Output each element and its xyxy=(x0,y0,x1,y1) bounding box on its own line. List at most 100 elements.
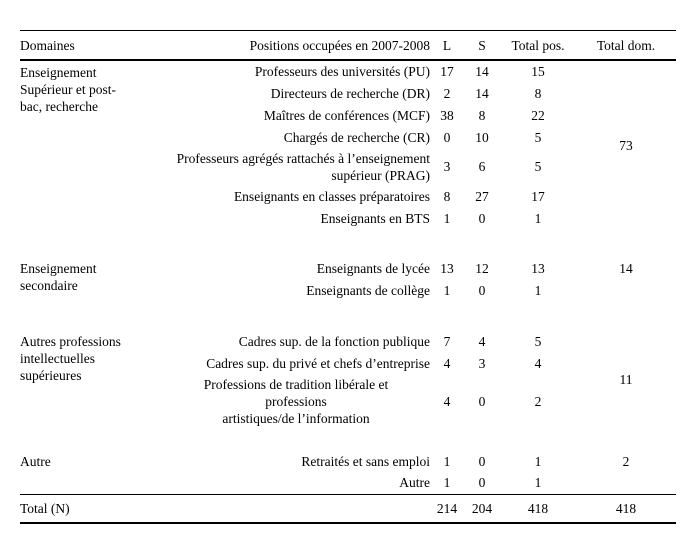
domain-cell: Autres professions intellectuelles supér… xyxy=(20,334,121,383)
position-cell: Cadres sup. du privé et chefs d’entrepri… xyxy=(206,355,430,371)
value-s: 0 xyxy=(478,475,486,491)
positions-table: Domaines Positions occupées en 2007-2008… xyxy=(20,30,676,524)
value-l: 17 xyxy=(440,64,454,79)
domain-cell: Enseignement secondaire xyxy=(20,261,97,293)
position-cell: Professions de tradition libérale et pro… xyxy=(162,374,430,428)
table-row: Autre 1 0 1 xyxy=(20,472,676,494)
col-header-total-pos: Total pos. xyxy=(500,30,576,61)
value-s: 6 xyxy=(478,159,486,174)
value-total-pos: 5 xyxy=(534,333,542,349)
value-total-pos: 22 xyxy=(531,107,545,123)
table-row: Professions de tradition libérale et pro… xyxy=(20,374,676,428)
domain-cell: Autre xyxy=(20,454,51,469)
value-total-pos: 5 xyxy=(534,159,542,174)
value-s: 0 xyxy=(478,210,486,226)
value-s: 8 xyxy=(478,107,486,123)
spacer-row xyxy=(20,229,676,257)
value-total-pos: 4 xyxy=(534,355,542,371)
value-l: 3 xyxy=(443,159,451,174)
total-label: Total (N) xyxy=(20,493,162,524)
table-row: Chargés de recherche (CR) 0 10 5 xyxy=(20,126,676,148)
total-total-pos: 418 xyxy=(500,493,576,524)
value-s: 10 xyxy=(475,129,489,145)
value-total-pos: 1 xyxy=(534,282,542,298)
value-total-dom: 11 xyxy=(619,371,633,387)
position-cell: Enseignants de lycée xyxy=(316,260,430,276)
value-l: 0 xyxy=(443,129,451,145)
value-l: 4 xyxy=(443,393,451,409)
table-row: Enseignants de collège 1 0 1 xyxy=(20,279,676,301)
value-s: 4 xyxy=(478,333,486,349)
spacer-row xyxy=(20,428,676,450)
col-header-domaines: Domaines xyxy=(20,30,162,61)
table-header-row: Domaines Positions occupées en 2007-2008… xyxy=(20,30,676,61)
value-l: 13 xyxy=(440,260,454,276)
value-l: 1 xyxy=(443,453,451,469)
value-l: 4 xyxy=(443,355,451,371)
value-total-pos: 15 xyxy=(531,64,545,79)
table-row: Enseignement secondaire Enseignants de l… xyxy=(20,257,676,294)
position-cell: Chargés de recherche (CR) xyxy=(283,129,430,145)
value-total-pos: 1 xyxy=(534,210,542,226)
spacer-row xyxy=(20,301,676,330)
value-s: 0 xyxy=(478,282,486,298)
total-total-dom: 418 xyxy=(576,493,676,524)
position-line: professions xyxy=(265,393,327,409)
value-s: 14 xyxy=(475,64,489,79)
value-total-dom: 14 xyxy=(619,261,633,276)
position-line: Professions de tradition libérale et xyxy=(203,376,389,392)
position-cell: Retraités et sans emploi xyxy=(301,453,430,469)
value-s: 27 xyxy=(475,188,489,204)
value-s: 0 xyxy=(478,393,486,409)
position-cell: Directeurs de recherche (DR) xyxy=(270,85,430,101)
value-s: 14 xyxy=(475,85,489,101)
col-header-l: L xyxy=(430,30,464,61)
position-cell: Professeurs des universités (PU) xyxy=(254,64,430,79)
col-header-total-dom: Total dom. xyxy=(576,30,676,61)
position-cell: Professeurs agrégés rattachés à l’enseig… xyxy=(176,150,430,183)
value-s: 12 xyxy=(475,260,489,276)
value-l: 1 xyxy=(443,210,451,226)
table-row: Autres professions intellectuelles supér… xyxy=(20,330,676,387)
value-total-pos: 2 xyxy=(534,393,542,409)
domain-cell: Enseignement Supérieur et post-bac, rech… xyxy=(20,65,116,114)
value-total-pos: 8 xyxy=(534,85,542,101)
total-s: 204 xyxy=(464,493,500,524)
position-cell: Enseignants de collège xyxy=(306,282,430,298)
position-line: artistiques/de l’information xyxy=(222,410,370,426)
value-l: 7 xyxy=(443,333,451,349)
value-total-pos: 17 xyxy=(531,188,545,204)
value-s: 3 xyxy=(478,355,486,371)
value-total-pos: 1 xyxy=(534,453,542,469)
table-row: Enseignants en BTS 1 0 1 xyxy=(20,207,676,229)
col-header-s: S xyxy=(464,30,500,61)
position-cell: Enseignants en BTS xyxy=(320,210,431,226)
total-row: Total (N) 214 204 418 418 xyxy=(20,493,676,524)
value-l: 2 xyxy=(443,85,451,101)
table-row: Enseignants en classes préparatoires 8 2… xyxy=(20,185,676,207)
value-l: 1 xyxy=(443,475,451,491)
empty-cell xyxy=(162,493,430,524)
position-cell: Autre xyxy=(399,475,430,491)
value-total-pos: 5 xyxy=(534,129,542,145)
table-row: Autre Retraités et sans emploi 1 0 1 2 xyxy=(20,450,676,472)
value-total-dom: 2 xyxy=(622,454,630,469)
value-total-pos: 13 xyxy=(531,260,545,276)
table-row: Cadres sup. du privé et chefs d’entrepri… xyxy=(20,352,676,374)
position-cell: Maîtres de conférences (MCF) xyxy=(263,107,430,123)
value-l: 38 xyxy=(440,107,454,123)
col-header-positions: Positions occupées en 2007-2008 xyxy=(162,30,430,61)
table-row: Directeurs de recherche (DR) 2 14 8 xyxy=(20,82,676,104)
table-row: Professeurs agrégés rattachés à l’enseig… xyxy=(20,148,676,185)
position-cell: Cadres sup. de la fonction publique xyxy=(238,333,430,349)
value-total-pos: 1 xyxy=(534,475,542,491)
value-l: 1 xyxy=(443,282,451,298)
value-l: 8 xyxy=(443,188,451,204)
position-cell: Enseignants en classes préparatoires xyxy=(233,188,430,204)
total-l: 214 xyxy=(430,493,464,524)
table-row: Maîtres de conférences (MCF) 38 8 22 xyxy=(20,104,676,126)
value-total-dom: 73 xyxy=(619,137,633,153)
value-s: 0 xyxy=(478,453,486,469)
table-row: Enseignement Supérieur et post-bac, rech… xyxy=(20,60,676,153)
